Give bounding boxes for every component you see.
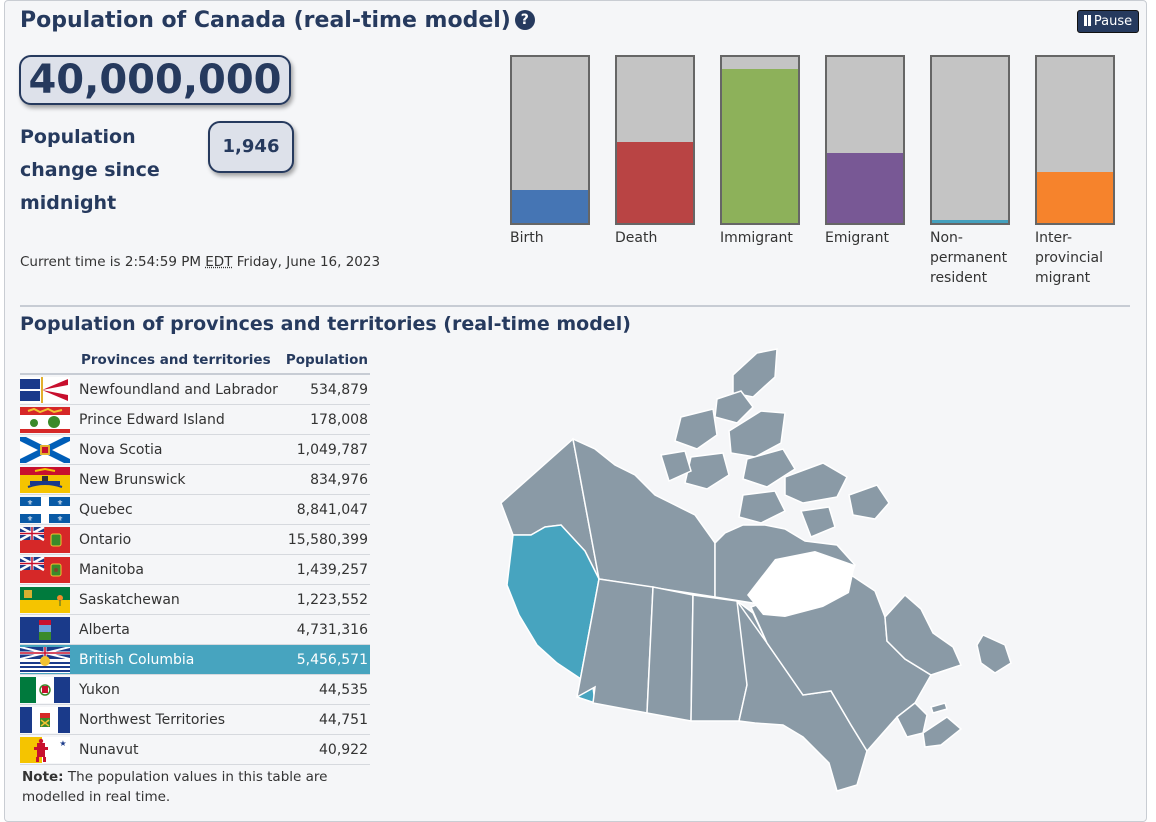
arctic-islands <box>660 348 890 538</box>
component-bar-non-permanent-resident: Non-permanent resident <box>930 55 1010 288</box>
region-newfoundland-and-labrador[interactable] <box>884 593 963 676</box>
hudson-bay <box>747 551 855 617</box>
timezone-abbr: EDT <box>205 254 233 270</box>
region-pei[interactable] <box>930 702 948 714</box>
table-row[interactable]: Northwest Territories 44,751 <box>20 704 370 735</box>
provinces-section-title: Population of provinces and territories … <box>20 313 631 335</box>
question-circle-icon[interactable]: ? <box>514 10 535 30</box>
bar-label: Immigrant <box>720 230 793 246</box>
table-row[interactable]: New Brunswick 834,976 <box>20 464 370 495</box>
northwest-territories-flag-icon <box>20 706 70 733</box>
pei-flag-icon <box>20 406 70 433</box>
component-bar-emigrant: Emigrant <box>825 55 905 248</box>
saskatchewan-flag-icon <box>20 586 70 613</box>
svg-text:⚜: ⚜ <box>57 499 63 507</box>
page-title: Population of Canada (real-time model)? <box>20 8 535 33</box>
table-row[interactable]: Nova Scotia 1,049,787 <box>20 434 370 465</box>
population-counter: 40,000,000 <box>19 55 291 105</box>
table-row[interactable]: Manitoba 1,439,257 <box>20 554 370 585</box>
bar-fill <box>1037 171 1113 223</box>
bar-fill <box>827 153 903 223</box>
change-since-midnight-counter: 1,946 <box>208 121 294 173</box>
section-divider <box>20 305 1130 307</box>
table-note: Note: The population values in this tabl… <box>22 769 328 805</box>
bar-label: Non-permanent resident <box>930 230 1008 286</box>
region-nova-scotia[interactable] <box>922 716 963 748</box>
alberta-flag-icon <box>20 616 70 643</box>
svg-text:⚜: ⚜ <box>27 499 33 507</box>
pause-icon <box>1083 15 1087 26</box>
pause-button[interactable]: Pause <box>1077 10 1139 33</box>
nunavut-flag-icon: ★ <box>20 736 70 763</box>
table-row[interactable]: ⚜ ⚜ ⚜ ⚜ Quebec 8,841,047 <box>20 494 370 525</box>
bar-label: Death <box>615 230 658 246</box>
svg-text:★: ★ <box>59 739 66 748</box>
bar-label: Birth <box>510 230 544 246</box>
table-row[interactable]: Ontario 15,580,399 <box>20 524 370 555</box>
nova-scotia-flag-icon <box>20 436 70 463</box>
bar-fill <box>722 68 798 223</box>
region-newfoundland-island[interactable] <box>976 634 1012 674</box>
column-header-province: Provinces and territories <box>79 347 283 375</box>
svg-text:⚜: ⚜ <box>57 515 63 523</box>
table-row[interactable]: Yukon 44,535 <box>20 674 370 705</box>
current-time: Current time is 2:54:59 PM EDT Friday, J… <box>20 254 381 270</box>
canada-map <box>500 348 1012 792</box>
newfoundland-flag-icon <box>20 376 70 403</box>
bar-fill <box>932 219 1008 223</box>
mainland-provinces <box>500 437 1012 792</box>
table-row[interactable]: Saskatchewan 1,223,552 <box>20 584 370 615</box>
table-row[interactable]: Newfoundland and Labrador 534,879 <box>20 374 370 405</box>
manitoba-flag-icon <box>20 556 70 583</box>
bar-label: Inter-provincial migrant <box>1035 230 1104 286</box>
provinces-table: Provinces and territories Population New… <box>20 347 370 765</box>
bar-fill <box>512 189 588 223</box>
region-saskatchewan[interactable] <box>646 586 694 722</box>
component-bar-birth: Birth <box>510 55 590 248</box>
column-header-population: Population <box>282 347 370 375</box>
change-since-midnight-label: Population change since midnight <box>20 126 160 214</box>
bar-label: Emigrant <box>825 230 889 246</box>
component-bar-death: Death <box>615 55 695 248</box>
component-bar-inter-provincial-migrant: Inter-provincial migrant <box>1035 55 1115 288</box>
table-row[interactable]: Prince Edward Island 178,008 <box>20 404 370 435</box>
quebec-flag-icon: ⚜ ⚜ ⚜ ⚜ <box>20 496 70 523</box>
component-bar-immigrant: Immigrant <box>720 55 800 248</box>
region-new-brunswick[interactable] <box>896 702 928 738</box>
ontario-flag-icon <box>20 526 70 553</box>
yukon-flag-icon <box>20 676 70 703</box>
svg-text:⚜: ⚜ <box>27 515 33 523</box>
table-row[interactable]: British Columbia 5,456,571 <box>20 644 370 675</box>
region-british-columbia[interactable] <box>506 524 600 705</box>
table-row[interactable]: ★ Nunavut 40,922 <box>20 734 370 765</box>
table-row[interactable]: Alberta 4,731,316 <box>20 614 370 645</box>
british-columbia-flag-icon <box>20 646 70 673</box>
bar-fill <box>617 141 693 223</box>
new-brunswick-flag-icon <box>20 466 70 493</box>
